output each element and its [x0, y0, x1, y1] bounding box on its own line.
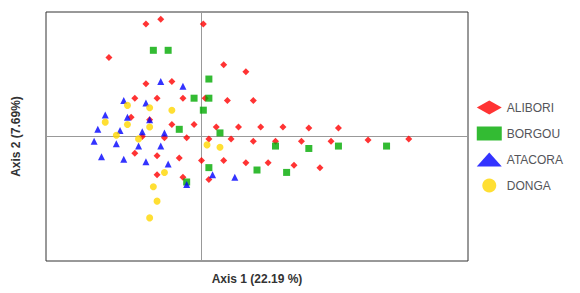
svg-text:Axis 2 (7.69%): Axis 2 (7.69%)	[9, 96, 23, 177]
svg-text:ATACORA: ATACORA	[507, 153, 563, 167]
svg-text:ALIBORI: ALIBORI	[507, 101, 554, 115]
svg-text:Axis 1 (22.19 %): Axis 1 (22.19 %)	[212, 272, 303, 286]
svg-text:DONGA: DONGA	[507, 179, 551, 193]
svg-text:BORGOU: BORGOU	[507, 127, 560, 141]
